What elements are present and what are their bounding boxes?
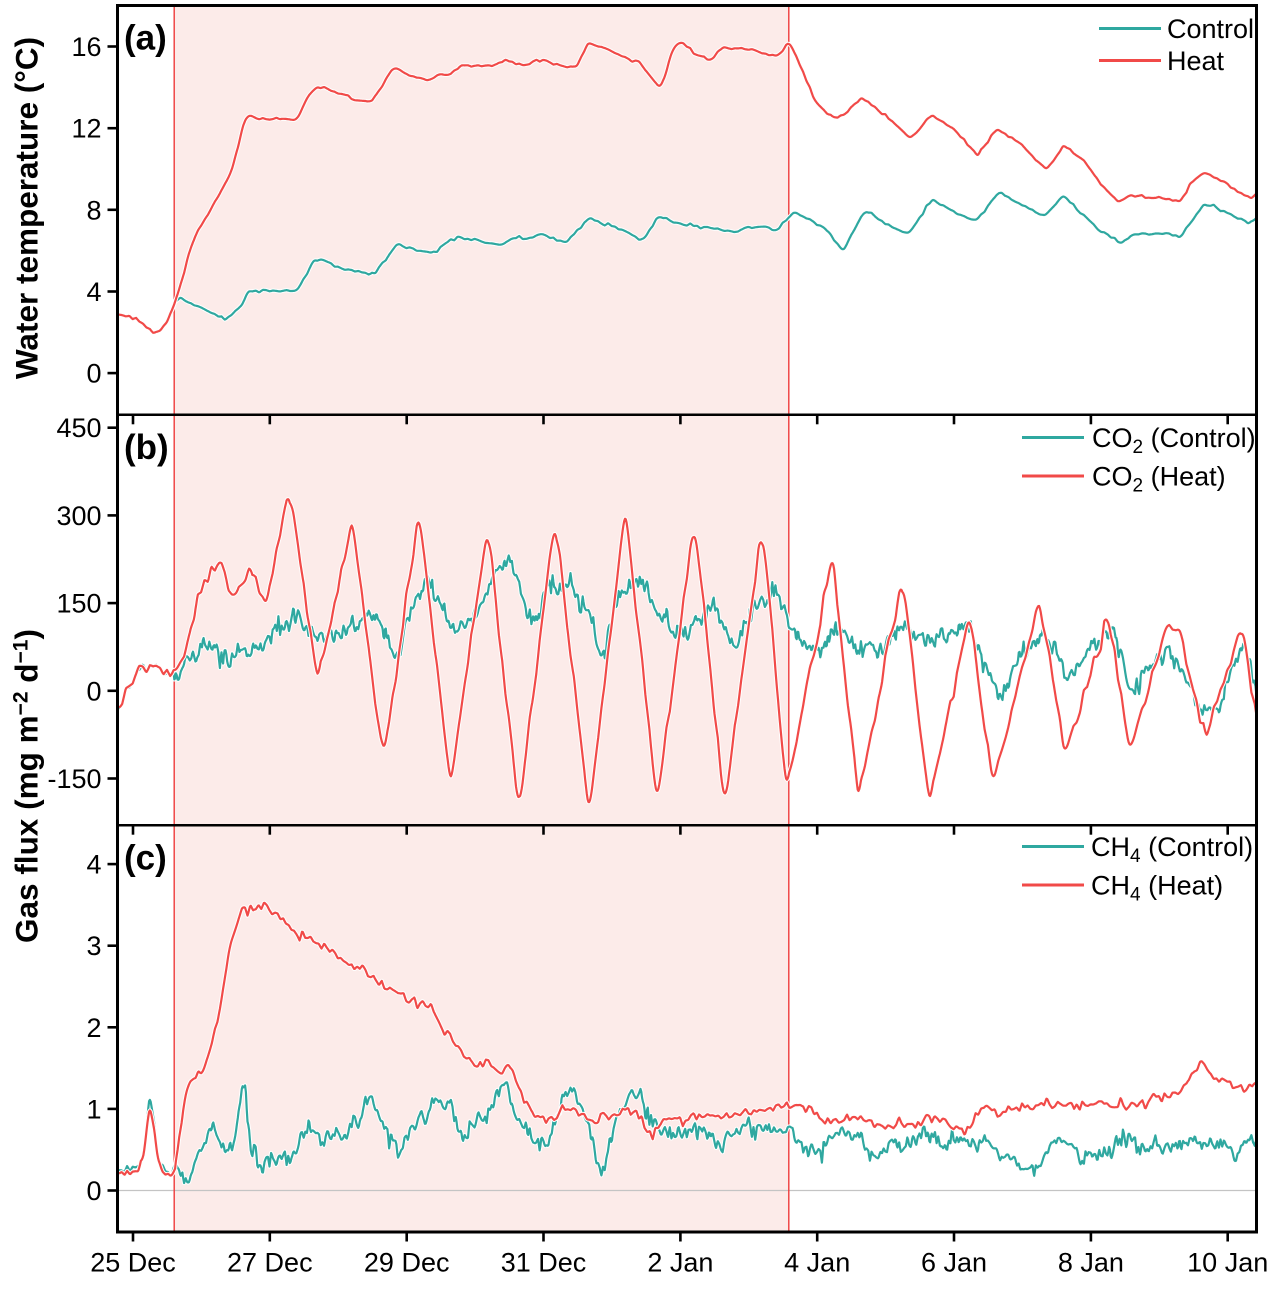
- svg-text:2: 2: [86, 1013, 101, 1043]
- svg-text:Heat: Heat: [1167, 46, 1225, 76]
- svg-text:0: 0: [86, 359, 101, 389]
- svg-text:CH4 (Control): CH4 (Control): [1091, 832, 1253, 867]
- svg-text:Control: Control: [1167, 14, 1254, 44]
- svg-text:(a): (a): [124, 19, 167, 58]
- svg-text:150: 150: [56, 589, 101, 619]
- svg-text:31 Dec: 31 Dec: [501, 1248, 587, 1278]
- svg-text:-150: -150: [47, 764, 101, 794]
- svg-text:300: 300: [56, 501, 101, 531]
- svg-text:25 Dec: 25 Dec: [90, 1248, 176, 1278]
- svg-text:2 Jan: 2 Jan: [647, 1248, 713, 1278]
- svg-text:16: 16: [71, 32, 101, 62]
- svg-text:27 Dec: 27 Dec: [227, 1248, 313, 1278]
- svg-text:12: 12: [71, 114, 101, 144]
- svg-text:CO2 (Control): CO2 (Control): [1092, 423, 1256, 458]
- svg-text:(b): (b): [124, 428, 169, 467]
- svg-text:8: 8: [86, 195, 101, 225]
- svg-text:4: 4: [86, 277, 101, 307]
- svg-text:450: 450: [56, 413, 101, 443]
- svg-text:3: 3: [86, 931, 101, 961]
- svg-text:Water temperature (°C): Water temperature (°C): [9, 37, 45, 379]
- svg-text:4 Jan: 4 Jan: [784, 1248, 850, 1278]
- svg-text:6 Jan: 6 Jan: [921, 1248, 987, 1278]
- svg-text:CO2 (Heat): CO2 (Heat): [1092, 462, 1226, 497]
- svg-text:0: 0: [86, 1176, 101, 1206]
- svg-text:4: 4: [86, 850, 101, 880]
- svg-text:CH4 (Heat): CH4 (Heat): [1091, 871, 1223, 906]
- svg-text:0: 0: [86, 676, 101, 706]
- svg-text:29 Dec: 29 Dec: [364, 1248, 450, 1278]
- svg-text:Gas flux (mg m−2 d−1): Gas flux (mg m−2 d−1): [9, 629, 45, 943]
- svg-text:10 Jan: 10 Jan: [1187, 1248, 1268, 1278]
- svg-text:(c): (c): [124, 839, 167, 878]
- svg-text:1: 1: [86, 1094, 101, 1124]
- svg-text:8 Jan: 8 Jan: [1058, 1248, 1124, 1278]
